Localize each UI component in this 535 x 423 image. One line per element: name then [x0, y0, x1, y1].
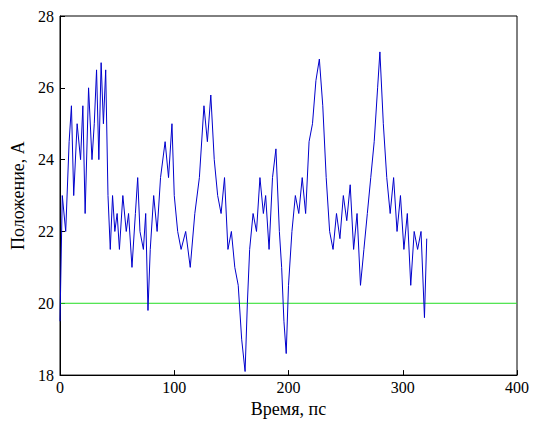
- svg-text:20: 20: [38, 295, 54, 312]
- svg-text:200: 200: [277, 379, 301, 396]
- svg-text:26: 26: [38, 79, 54, 96]
- svg-text:Положение, А: Положение, А: [8, 141, 28, 250]
- svg-text:28: 28: [38, 8, 54, 25]
- svg-text:18: 18: [38, 367, 54, 384]
- svg-text:300: 300: [391, 379, 415, 396]
- svg-text:24: 24: [38, 151, 54, 168]
- svg-text:100: 100: [162, 379, 186, 396]
- svg-text:0: 0: [56, 379, 64, 396]
- svg-text:400: 400: [505, 379, 529, 396]
- svg-text:22: 22: [38, 223, 54, 240]
- svg-text:Время, пс: Время, пс: [251, 399, 326, 419]
